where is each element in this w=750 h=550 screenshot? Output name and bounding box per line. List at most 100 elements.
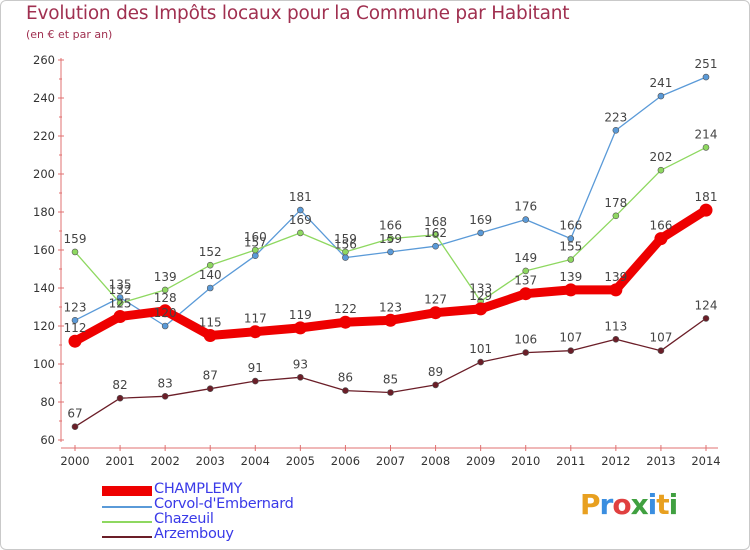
data-label-champlemy: 128 [154, 291, 177, 305]
data-point-chazeuil [116, 299, 124, 307]
data-label-champlemy: 139 [559, 270, 582, 284]
data-point-champlemy [429, 306, 443, 320]
data-point-corvol-d-embernard [612, 127, 620, 134]
data-point-champlemy [699, 203, 713, 217]
data-point-champlemy [519, 287, 533, 301]
data-label-chazeuil: 169 [289, 213, 312, 227]
data-point-champlemy [654, 232, 668, 246]
data-label-arzembouy: 106 [514, 333, 537, 347]
data-point-arzembouy [567, 347, 575, 355]
data-point-arzembouy [206, 385, 214, 393]
data-point-chazeuil [387, 235, 394, 242]
data-point-arzembouy [116, 394, 124, 402]
data-label-chazeuil: 159 [334, 232, 357, 246]
x-tick-label: 2009 [466, 454, 495, 468]
data-label-arzembouy: 101 [469, 342, 492, 356]
data-label-champlemy: 181 [695, 190, 718, 204]
chart-title: Evolution des Impôts locaux pour la Comm… [26, 3, 570, 24]
data-label-corvol-d-embernard: 223 [604, 110, 627, 124]
data-point-chazeuil [297, 229, 304, 237]
data-point-arzembouy [342, 387, 349, 394]
data-point-corvol-d-embernard [342, 254, 349, 261]
data-label-chazeuil: 168 [424, 215, 447, 229]
data-point-chazeuil [251, 246, 259, 254]
data-label-corvol-d-embernard: 120 [154, 306, 177, 320]
data-label-corvol-d-embernard: 157 [244, 236, 267, 250]
data-label-arzembouy: 83 [158, 376, 173, 390]
data-label-arzembouy: 93 [293, 357, 308, 371]
data-point-champlemy [564, 283, 578, 297]
data-label-arzembouy: 113 [604, 319, 627, 333]
data-label-champlemy: 117 [244, 312, 267, 326]
data-point-champlemy [68, 334, 82, 348]
data-point-arzembouy [71, 423, 79, 431]
data-label-champlemy: 129 [469, 289, 492, 303]
data-label-arzembouy: 124 [695, 298, 718, 312]
data-label-chazeuil: 214 [695, 127, 718, 141]
data-point-chazeuil [522, 267, 530, 275]
data-label-corvol-d-embernard: 181 [289, 190, 312, 204]
data-point-corvol-d-embernard [522, 216, 530, 223]
axes: 60 80 100 120 140 160 180 200 220 240 260 2000 2001 2… [33, 53, 721, 468]
data-label-champlemy: 119 [289, 308, 312, 322]
x-tick-label: 2008 [421, 454, 450, 468]
data-label-arzembouy: 85 [383, 373, 398, 387]
data-point-corvol-d-embernard [567, 235, 575, 242]
data-label-champlemy: 115 [199, 316, 222, 330]
legend-swatch [102, 486, 152, 496]
logo-letter: r [599, 488, 614, 521]
data-point-corvol-d-embernard [71, 316, 79, 324]
x-tick-label: 2013 [646, 454, 675, 468]
y-tick-label: 140 [33, 281, 55, 295]
x-tick-label: 2006 [331, 454, 360, 468]
data-point-chazeuil [657, 166, 665, 174]
data-label-corvol-d-embernard: 251 [695, 57, 718, 71]
data-label-arzembouy: 82 [112, 378, 127, 392]
proxiti-logo: Proxiti [580, 488, 679, 521]
data-point-chazeuil [432, 231, 439, 239]
data-point-chazeuil [702, 144, 710, 151]
data-label-champlemy: 127 [424, 293, 447, 307]
data-point-corvol-d-embernard [161, 322, 169, 330]
data-label-arzembouy: 107 [649, 331, 672, 345]
data-label-champlemy: 122 [334, 302, 357, 316]
data-label-corvol-d-embernard: 176 [514, 200, 537, 214]
data-label-champlemy: 139 [604, 270, 627, 284]
y-tick-label: 80 [40, 395, 55, 409]
data-point-arzembouy [251, 377, 259, 385]
y-tick-label: 260 [33, 53, 55, 67]
data-point-corvol-d-embernard [297, 206, 304, 214]
x-tick-label: 2002 [151, 454, 180, 468]
data-label-arzembouy: 67 [67, 407, 82, 421]
data-label-corvol-d-embernard: 241 [649, 76, 672, 90]
data-point-arzembouy [161, 392, 169, 400]
data-label-chazeuil: 166 [379, 219, 402, 233]
legend-label: CHAMPLEMY [154, 481, 243, 497]
data-point-chazeuil [612, 212, 620, 220]
data-point-champlemy [338, 315, 352, 329]
data-point-chazeuil [161, 286, 169, 294]
data-label-chazeuil: 152 [199, 245, 222, 259]
data-point-corvol-d-embernard [477, 229, 484, 237]
legend-swatch [102, 521, 152, 523]
legend-swatch [102, 506, 152, 508]
data-point-champlemy [474, 302, 488, 316]
x-tick-label: 2000 [60, 454, 89, 468]
data-point-champlemy [248, 325, 262, 339]
data-label-champlemy: 125 [109, 297, 132, 311]
data-label-chazeuil: 149 [514, 251, 537, 265]
data-point-corvol-d-embernard [387, 248, 394, 256]
logo-letter: t [656, 488, 669, 521]
data-point-corvol-d-embernard [251, 252, 259, 259]
legend-label: Arzembouy [154, 526, 234, 542]
data-point-champlemy [384, 313, 397, 327]
data-point-chazeuil [71, 248, 79, 256]
logo-letter: i [668, 488, 679, 521]
x-tick-label: 2004 [241, 454, 270, 468]
data-label-chazeuil: 132 [109, 283, 132, 297]
data-point-arzembouy [477, 358, 484, 366]
data-point-champlemy [609, 283, 623, 297]
y-tick-label: 200 [33, 167, 55, 181]
